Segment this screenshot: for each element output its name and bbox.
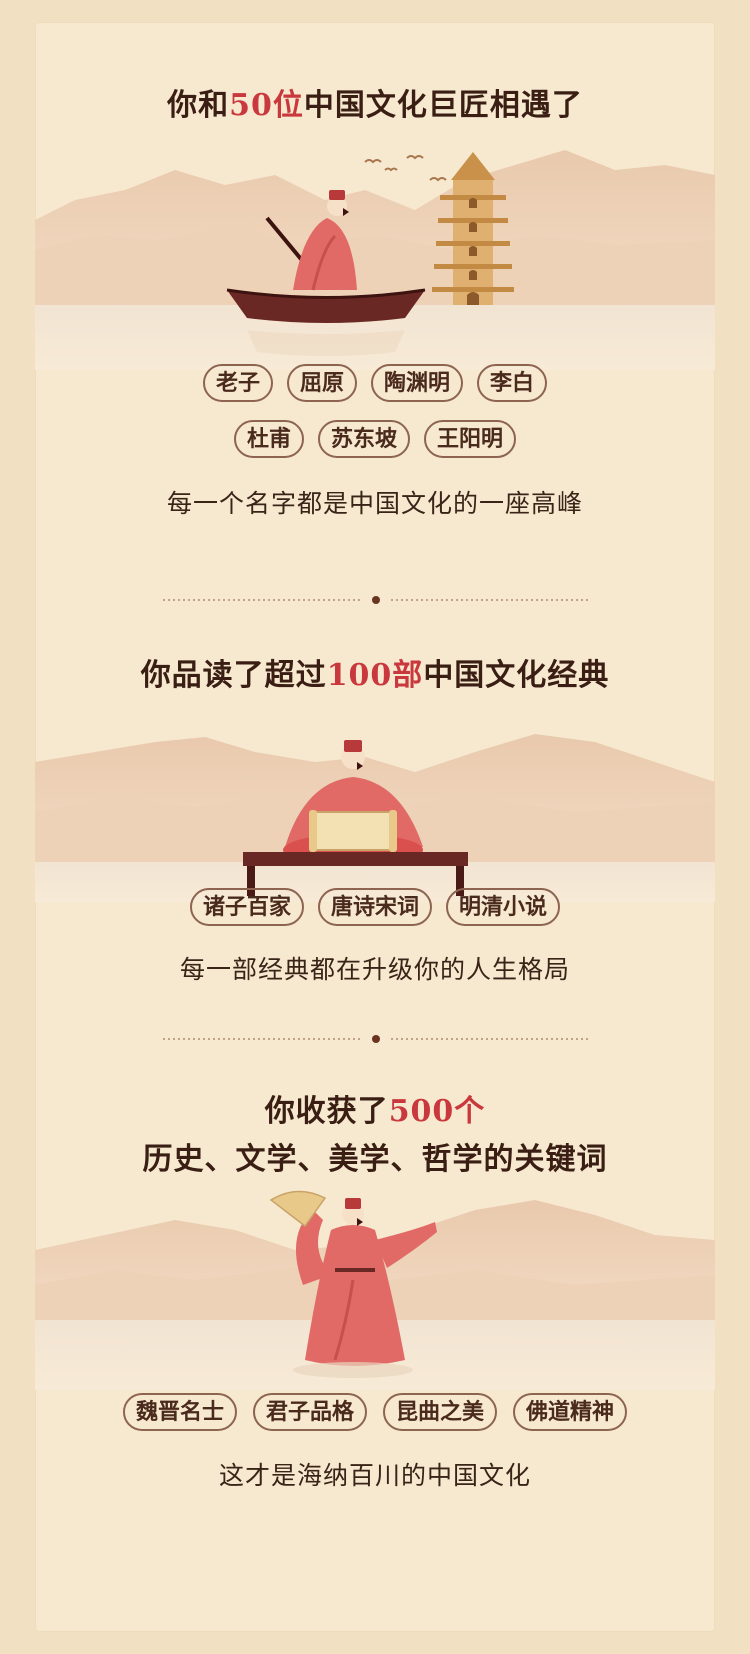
section2-heading-before: 你品读了超过 xyxy=(140,658,327,693)
tag-laozi[interactable]: 老子 xyxy=(202,364,273,402)
section1-heading-after: 中国文化巨匠相遇了 xyxy=(303,88,583,123)
low-table-icon xyxy=(243,852,468,896)
tag-dufu[interactable]: 杜甫 xyxy=(233,420,304,458)
section-divider xyxy=(163,596,589,604)
tag-wangyangming[interactable]: 王阳明 xyxy=(424,420,517,458)
tag-mingqingxiaoshuo[interactable]: 明清小说 xyxy=(446,888,561,926)
dancer-figure-icon xyxy=(295,1198,437,1366)
section3-heading-line2: 历史、文学、美学、哲学的关键词 xyxy=(142,1142,608,1177)
section-divider xyxy=(163,1035,589,1043)
section3-subtitle: 这才是海纳百川的中国文化 xyxy=(218,1461,531,1490)
rower-figure-icon xyxy=(293,190,357,291)
section2-subtitle: 每一部经典都在升级你的人生格局 xyxy=(179,955,570,984)
section1-heading-before: 你和 xyxy=(167,88,230,123)
section3-heading: 你收获了500个 历史、文学、美学、哲学的关键词 xyxy=(35,1088,715,1184)
section1-heading-number: 50位 xyxy=(229,88,304,123)
tag-junzipinge[interactable]: 君子品格 xyxy=(252,1393,367,1431)
tag-taoyuanming[interactable]: 陶渊明 xyxy=(371,364,464,402)
section3-tag-row: 魏晋名士 君子品格 昆曲之美 佛道精神 xyxy=(35,1393,715,1431)
tag-fodaojingshen[interactable]: 佛道精神 xyxy=(513,1393,628,1431)
section2-tag-row: 诸子百家 唐诗宋词 明清小说 xyxy=(35,888,715,926)
boat-scene-illustration xyxy=(35,150,715,370)
tag-sudongpo[interactable]: 苏东坡 xyxy=(317,420,410,458)
section1-heading: 你和50位中国文化巨匠相遇了 xyxy=(35,80,715,124)
section2-heading-number: 100部 xyxy=(326,658,424,693)
section3-heading-before: 你收获了 xyxy=(264,1094,389,1129)
tag-tangshisongci[interactable]: 唐诗宋词 xyxy=(317,888,432,926)
tag-kunquzhimei[interactable]: 昆曲之美 xyxy=(383,1393,498,1431)
tag-quyuan[interactable]: 屈原 xyxy=(286,364,357,402)
fan-icon xyxy=(269,1190,327,1228)
tag-zhuzibaijia[interactable]: 诸子百家 xyxy=(189,888,304,926)
bird-icons xyxy=(364,155,447,182)
section2-heading-after: 中国文化经典 xyxy=(423,658,610,693)
boat-icon xyxy=(226,216,426,323)
section3-heading-line1: 你收获了500个 xyxy=(35,1088,715,1136)
dancer-scene-illustration xyxy=(35,1190,715,1390)
section2-heading: 你品读了超过100部中国文化经典 xyxy=(35,650,715,694)
pagoda-icon xyxy=(432,152,514,305)
section1-tag-row2: 杜甫 苏东坡 王阳明 xyxy=(35,420,715,458)
section1-tag-row1: 老子 屈原 陶渊明 李白 xyxy=(35,364,715,402)
reading-scene-illustration xyxy=(35,734,715,902)
section3-heading-number: 500个 xyxy=(388,1094,486,1129)
tag-weijinmingshi[interactable]: 魏晋名士 xyxy=(122,1393,237,1431)
scroll-icon xyxy=(309,810,397,852)
section1-subtitle: 每一个名字都是中国文化的一座高峰 xyxy=(166,489,583,518)
tag-libai[interactable]: 李白 xyxy=(477,364,548,402)
